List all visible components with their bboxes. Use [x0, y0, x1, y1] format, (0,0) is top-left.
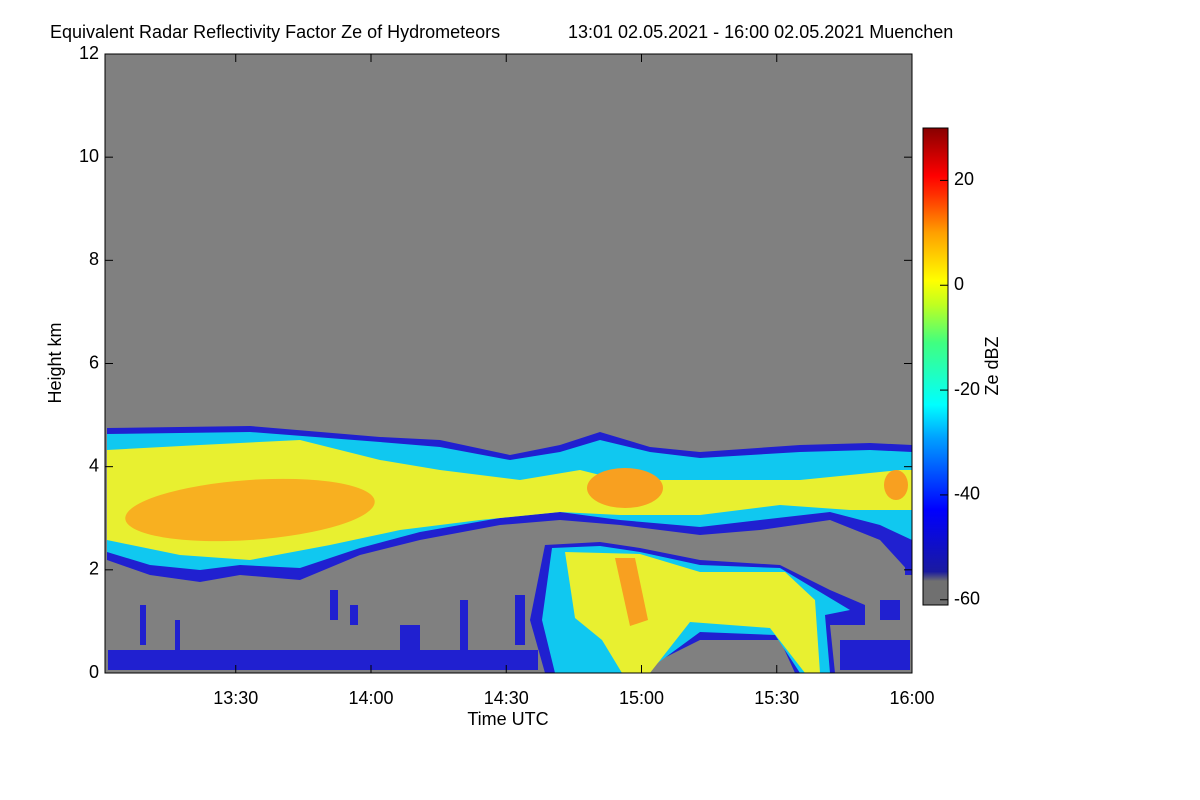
- y-tick-label: 10: [79, 146, 99, 166]
- y-tick-label: 6: [89, 352, 99, 372]
- reflectivity-field: [107, 426, 912, 673]
- echo-core: [587, 468, 663, 508]
- colorbar-tick-label: 0: [954, 274, 964, 294]
- colorbar-tick-label: -40: [954, 484, 980, 504]
- y-tick-label: 0: [89, 662, 99, 682]
- colorbar-tick-label: -60: [954, 589, 980, 609]
- y-tick-label: 8: [89, 249, 99, 269]
- echo-core: [125, 478, 375, 542]
- y-tick-label: 2: [89, 559, 99, 579]
- echo-core: [615, 558, 648, 626]
- x-tick-label: 15:00: [619, 688, 664, 708]
- ground-clutter: [108, 550, 912, 670]
- y-axis-label: Height km: [45, 322, 65, 403]
- y-tick-label: 12: [79, 43, 99, 63]
- chart-title: Equivalent Radar Reflectivity Factor Ze …: [50, 22, 500, 42]
- x-tick-label: 15:30: [754, 688, 799, 708]
- colorbar: [922, 127, 949, 606]
- y-tick-label: 4: [89, 455, 99, 475]
- x-tick-label: 16:00: [889, 688, 934, 708]
- echo-core: [884, 470, 908, 500]
- colorbar-tick-label: -20: [954, 379, 980, 399]
- x-tick-label: 14:00: [348, 688, 393, 708]
- chart-subtitle: 13:01 02.05.2021 - 16:00 02.05.2021 Muen…: [568, 22, 953, 42]
- colorbar-tick-label: 20: [954, 169, 974, 189]
- x-tick-label: 13:30: [213, 688, 258, 708]
- x-tick-label: 14:30: [484, 688, 529, 708]
- x-axis-label: Time UTC: [467, 709, 548, 729]
- colorbar-label: Ze dBZ: [982, 336, 1002, 395]
